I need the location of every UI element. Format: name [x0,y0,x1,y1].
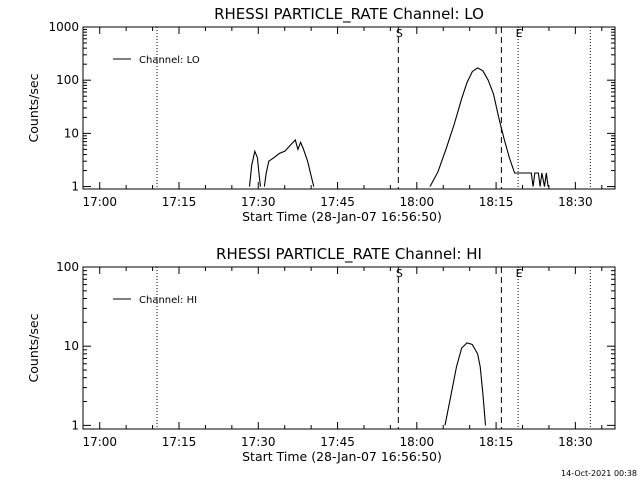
y-axis-label: Counts/sec [26,313,41,382]
marker-label: E [516,27,523,40]
series-line-segment [429,67,549,187]
y-tick-label: 100 [56,73,79,87]
x-tick-label: 18:00 [400,195,435,209]
series-line-segment [263,138,315,187]
legend-entry: Channel: HI [139,295,197,306]
x-tick-label: 17:15 [162,195,197,209]
chart-panel-0: RHESSI PARTICLE_RATE Channel: LO 17:00 17:… [26,5,616,224]
y-tick-label: 10 [64,339,79,353]
series-line-segment [248,149,262,187]
x-axis-label: Start Time (28-Jan-07 16:56:50) [242,209,442,224]
y-tick-label: 10 [64,126,79,140]
x-tick-label: 17:45 [320,435,355,449]
x-tick-label: 17:00 [82,435,117,449]
chart-title: RHESSI PARTICLE_RATE Channel: LO [214,5,484,24]
marker-label: S [396,267,403,280]
x-tick-label: 18:00 [400,435,435,449]
y-axis-label: Counts/sec [26,73,41,142]
x-tick-label: 17:30 [241,435,276,449]
x-tick-label: 17:15 [162,435,197,449]
legend-entry: Channel: LO [139,55,200,66]
y-tick-label: 100 [56,260,79,274]
y-tick-label: 1000 [48,20,79,34]
series-line-segment [444,342,487,426]
x-tick-label: 17:45 [320,195,355,209]
chart-panel-1: RHESSI PARTICLE_RATE Channel: HI 17:00 17:… [26,245,616,464]
x-axis-label: Start Time (28-Jan-07 16:56:50) [242,449,442,464]
x-tick-label: 17:30 [241,195,276,209]
y-tick-label: 1 [71,180,79,194]
x-tick-label: 18:15 [479,435,514,449]
footer-timestamp: 14-Oct-2021 00:38 [561,469,637,478]
chart-title: RHESSI PARTICLE_RATE Channel: HI [216,245,482,264]
marker-label: S [396,27,403,40]
x-tick-label: 18:30 [558,195,593,209]
marker-label: E [516,267,523,280]
x-tick-label: 17:00 [82,195,117,209]
plot-frame [82,26,616,190]
plot-frame [82,266,616,430]
y-tick-label: 1 [71,418,79,432]
x-tick-label: 18:15 [479,195,514,209]
x-tick-label: 18:30 [558,435,593,449]
